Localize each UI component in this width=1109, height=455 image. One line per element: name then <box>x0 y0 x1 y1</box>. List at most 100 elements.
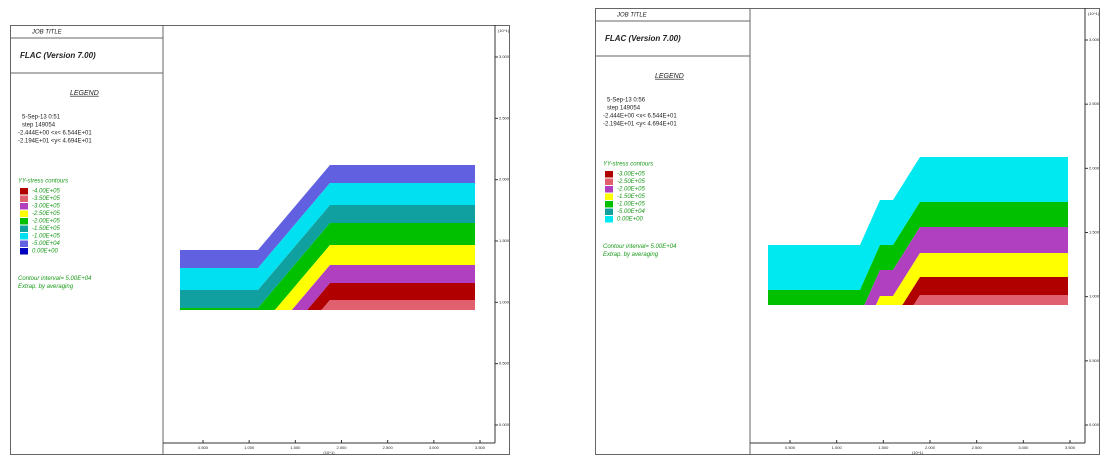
legend-swatch <box>20 218 28 225</box>
y-tick-label: 0.500 <box>1089 358 1100 363</box>
legend-label: -2.50E+05 <box>617 179 646 185</box>
legend-swatch <box>20 225 28 232</box>
contour-band <box>768 295 1068 305</box>
contour-band <box>180 223 475 310</box>
x-tick-label: 2.500 <box>383 445 394 450</box>
y-tick-label: 0.500 <box>499 361 510 366</box>
y-tick-label: 0.000 <box>1089 422 1100 427</box>
legend-info: 5-Sep-13 0:51 <box>22 115 61 121</box>
contour-interval: Contour interval= 5.00E+04 <box>18 276 92 282</box>
legend-swatch <box>20 248 28 255</box>
legend-swatch <box>605 171 613 178</box>
contour-band <box>180 265 475 310</box>
legend-label: -2.00E+05 <box>617 187 646 193</box>
y-tick-label: 2.500 <box>499 115 510 120</box>
job-title: JOB TITLE <box>616 13 648 19</box>
legend-title: LEGEND <box>70 90 99 97</box>
legend-label: -2.50E+05 <box>32 211 61 217</box>
legend-label: -3.50E+05 <box>32 196 61 202</box>
legend-swatch <box>605 186 613 193</box>
legend-swatch <box>20 188 28 195</box>
y-tick-label: 1.500 <box>499 238 510 243</box>
program-name: FLAC (Version 7.00) <box>20 51 96 60</box>
legend-swatch <box>605 208 613 215</box>
y-tick-label: 1.000 <box>499 299 510 304</box>
y-tick-label: 2.000 <box>499 177 510 182</box>
legend-swatch <box>605 216 613 223</box>
legend-label: -2.00E+05 <box>32 219 61 225</box>
y-axis-unit: (10^1) <box>1088 11 1100 16</box>
x-tick-label: 3.500 <box>475 445 486 450</box>
contour-title: YY-stress contours <box>18 179 68 185</box>
y-tick-label: 1.500 <box>1089 230 1100 235</box>
y-tick-label: 2.500 <box>1089 101 1100 106</box>
legend-label: -5.00E+04 <box>617 209 646 215</box>
x-tick-label: 3.000 <box>429 445 440 450</box>
y-tick-label: 0.000 <box>499 422 510 427</box>
x-tick-label: 2.000 <box>925 445 936 450</box>
contour-band <box>768 277 1068 305</box>
y-tick-label: 3.000 <box>499 54 510 59</box>
x-tick-label: 0.500 <box>198 445 209 450</box>
extrap-note: Extrap. by averaging <box>18 284 74 290</box>
legend-swatch <box>20 240 28 247</box>
contour-band <box>180 300 475 310</box>
legend-swatch <box>20 210 28 217</box>
contour-band <box>768 202 1068 305</box>
legend-label: -5.00E+04 <box>32 241 61 247</box>
legend-swatch <box>20 203 28 210</box>
contour-band <box>768 157 1068 290</box>
legend-info: -2.444E+00 <x< 6.544E+01 <box>603 114 677 120</box>
legend-info: step 149054 <box>607 106 641 112</box>
program-name: FLAC (Version 7.00) <box>605 34 681 43</box>
x-tick-label: 2.500 <box>972 445 983 450</box>
x-tick-label: 1.500 <box>878 445 889 450</box>
x-tick-label: 3.500 <box>1065 445 1076 450</box>
legend-label: -3.00E+05 <box>32 204 61 210</box>
job-title: JOB TITLE <box>31 30 63 36</box>
legend-label: -1.50E+05 <box>617 194 646 200</box>
legend-label: -4.00E+05 <box>32 189 61 195</box>
contour-band <box>768 227 1068 305</box>
x-tick-label: 0.500 <box>785 445 796 450</box>
extrap-note: Extrap. by averaging <box>603 252 659 258</box>
legend-label: -1.50E+05 <box>32 226 61 232</box>
x-tick-label: 1.000 <box>832 445 843 450</box>
legend-swatch <box>605 201 613 208</box>
contour-band <box>768 253 1068 305</box>
legend-info: step 149054 <box>22 123 56 129</box>
legend-swatch <box>20 233 28 240</box>
legend-title: LEGEND <box>655 73 684 80</box>
contour-band <box>180 283 475 310</box>
legend-label: -3.00E+05 <box>617 172 646 178</box>
y-tick-label: 3.000 <box>1089 37 1100 42</box>
legend-label: -1.00E+05 <box>617 202 646 208</box>
legend-info: -2.194E+01 <y< 4.694E+01 <box>603 122 677 128</box>
x-tick-label: 2.000 <box>336 445 347 450</box>
flac-panel: JOB TITLE FLAC (Version 7.00) LEGEND 5-Sep-… <box>595 8 1100 455</box>
legend-label: 0.00E+00 <box>32 249 59 255</box>
contour-title: YY-stress contours <box>603 162 653 168</box>
legend-swatch <box>605 193 613 200</box>
contour-interval: Contour interval= 5.00E+04 <box>603 244 677 250</box>
legend-swatch <box>20 195 28 202</box>
contour-band <box>180 245 475 310</box>
legend-info: -2.194E+01 <y< 4.694E+01 <box>18 139 92 145</box>
contour-band <box>180 165 475 268</box>
legend-label: 0.00E+00 <box>617 217 644 223</box>
y-tick-label: 2.000 <box>1089 165 1100 170</box>
x-axis-unit: (10^1) <box>912 450 924 455</box>
legend-label: -1.00E+05 <box>32 234 61 240</box>
x-axis-unit: (10^1) <box>323 450 335 455</box>
y-axis-unit: (10^1) <box>498 28 510 33</box>
contour-band <box>180 183 475 290</box>
legend-swatch <box>605 178 613 185</box>
flac-panel: JOB TITLE FLAC (Version 7.00) LEGEND 5-Sep-… <box>10 25 510 455</box>
legend-info: 5-Sep-13 0:56 <box>607 98 646 104</box>
x-tick-label: 1.500 <box>290 445 301 450</box>
contour-band <box>180 205 475 308</box>
y-tick-label: 1.000 <box>1089 294 1100 299</box>
x-tick-label: 3.000 <box>1018 445 1029 450</box>
x-tick-label: 1.000 <box>244 445 255 450</box>
